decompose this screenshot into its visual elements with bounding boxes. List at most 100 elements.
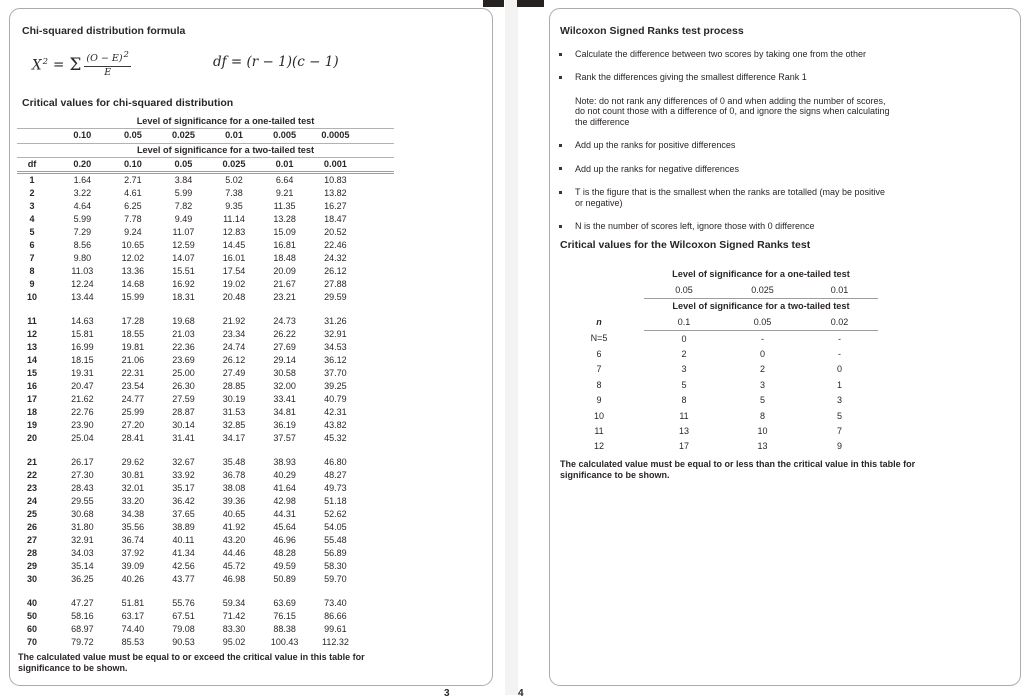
critical-value-cell: 24.32: [324, 253, 347, 264]
one-tailed-label-row: Level of significance for a one-tailed t…: [17, 115, 394, 130]
critical-value-cell: 16.99: [71, 342, 94, 353]
df-cell: 4: [29, 214, 35, 225]
critical-value-cell: 12.59: [172, 240, 195, 251]
critical-value-cell: 73.40: [324, 598, 347, 609]
critical-value-cell: 19.81: [121, 342, 145, 353]
critical-value-cell: 39.36: [222, 496, 246, 507]
level-header: 0.20: [57, 157, 108, 175]
critical-value-cell: 45.32: [324, 433, 347, 444]
critical-value-cell: 33.41: [273, 394, 296, 405]
critical-value-cell: 8.56: [73, 240, 92, 251]
critical-value-cell: 16.92: [172, 279, 195, 290]
critical-value-cell: 30.81: [121, 470, 145, 481]
chi-table-row: 30 36.25 40.26 43.77 46.98 50.89 59.70: [17, 573, 394, 586]
df-cell: 28: [27, 548, 38, 559]
critical-value-cell: 83.30: [222, 624, 246, 635]
df-cell: 1: [29, 175, 35, 186]
critical-value-cell: 4.61: [124, 188, 142, 199]
chi-table-row: 23 28.43 32.01 35.17 38.08 41.64 49.73: [17, 482, 394, 495]
critical-value-cell: 21.06: [121, 355, 145, 366]
critical-value-cell: 32.91: [71, 535, 94, 546]
critical-value-cell: 33.92: [172, 470, 195, 481]
formula-row: X2 = Σ (O − E)2 E df = (r − 1)(c − 1): [32, 47, 472, 79]
critical-value-cell: 59.70: [324, 574, 347, 585]
critical-value-cell: 5.99: [73, 214, 92, 225]
critical-value-cell: 24.74: [222, 342, 246, 353]
chi-squared-formula: X2 = Σ (O − E)2 E: [32, 50, 131, 79]
level-header: 0.05: [107, 128, 159, 144]
bullet-icon: [559, 52, 562, 56]
critical-value-cell: 34.81: [273, 407, 296, 418]
df-cell: 11: [27, 316, 37, 327]
critical-value-cell: 88.38: [273, 624, 296, 635]
critical-value-cell: 74.40: [121, 624, 145, 635]
wilcoxon-table-row: 10 11 8 5: [554, 408, 878, 423]
critical-value-cell: 24.77: [121, 394, 145, 405]
critical-value-cell: 58.16: [71, 611, 94, 622]
critical-value-cell: 26.22: [273, 329, 296, 340]
critical-value-cell: 3.84: [174, 175, 193, 186]
critical-value-cell: 3: [836, 395, 842, 406]
critical-value-cell: 51.18: [324, 496, 347, 507]
df-cell: 24: [27, 496, 38, 507]
critical-value-cell: 31.53: [222, 407, 246, 418]
critical-value-cell: 21.92: [222, 316, 246, 327]
df-cell: 10: [27, 292, 38, 303]
df-cell: 60: [27, 624, 38, 635]
critical-value-cell: 38.89: [172, 522, 195, 533]
df-cell: 20: [27, 433, 38, 444]
critical-value-cell: 37.57: [273, 433, 296, 444]
critical-value-cell: 18.55: [121, 329, 145, 340]
chi-table-row: 29 35.14 39.09 42.56 45.72 49.59 58.30: [17, 560, 394, 573]
one-tailed-label-row: Level of significance for a one-tailed t…: [554, 267, 878, 283]
critical-value-cell: 43.20: [222, 535, 246, 546]
df-cell: 22: [27, 470, 38, 481]
chi-table-row: 25 30.68 34.38 37.65 40.65 44.31 52.62: [17, 508, 394, 521]
chi-table-row: 4 5.99 7.78 9.49 11.14 13.28 18.47: [17, 213, 394, 226]
critical-value-cell: 11.07: [172, 227, 195, 238]
critical-value-cell: 6.64: [275, 175, 294, 186]
page-right: Wilcoxon Signed Ranks test process Calcu…: [549, 8, 1021, 686]
chi-table-row: 6 8.56 10.65 12.59 14.45 16.81 22.46: [17, 239, 394, 252]
critical-value-cell: 1: [836, 379, 842, 390]
critical-value-cell: 28.87: [172, 407, 195, 418]
n-cell: 12: [593, 441, 604, 452]
critical-value-cell: 27.59: [172, 394, 195, 405]
process-item-text: Note: do not rank any differences of 0 a…: [575, 95, 890, 128]
wilcoxon-table-row: 8 5 3 1: [554, 378, 878, 393]
critical-value-cell: 36.12: [324, 355, 347, 366]
critical-value-cell: 21.62: [71, 394, 94, 405]
critical-value-cell: 22.31: [121, 368, 145, 379]
critical-value-cell: 7.38: [225, 188, 243, 199]
row-group-spacer: [17, 445, 394, 456]
critical-value-cell: 37.65: [172, 509, 195, 520]
critical-value-cell: 35.17: [172, 483, 195, 494]
n-cell: 11: [594, 425, 604, 436]
critical-value-cell: 9.21: [275, 188, 294, 199]
critical-value-cell: 0: [759, 348, 765, 359]
critical-value-cell: 27.30: [71, 470, 94, 481]
critical-value-cell: 39.25: [324, 381, 347, 392]
df-cell: 9: [29, 279, 35, 290]
critical-value-cell: 3.22: [73, 188, 92, 199]
critical-value-cell: 41.92: [222, 522, 246, 533]
critical-value-cell: 16.01: [222, 253, 246, 264]
chi-table-row: 13 16.99 19.81 22.36 24.74 27.69 34.53: [17, 341, 394, 354]
process-bullet-item: T is the figure that is the smallest whe…: [559, 187, 989, 209]
critical-value-cell: 58.30: [324, 561, 347, 572]
n-header: n: [596, 317, 602, 328]
critical-value-cell: 63.17: [121, 611, 145, 622]
chi-squared-critical-values-table: Level of significance for a one-tailed t…: [17, 115, 394, 649]
chi-table-row: 40 47.27 51.81 55.76 59.34 63.69 73.40: [17, 597, 394, 610]
critical-value-cell: 85.53: [121, 637, 145, 648]
chi-squared-formula-heading: Chi-squared distribution formula: [22, 25, 186, 37]
critical-value-cell: 23.21: [273, 292, 296, 303]
chi-table-row: 15 19.31 22.31 25.00 27.49 30.58 37.70: [17, 367, 394, 380]
process-note: Note: do not rank any differences of 0 a…: [575, 96, 989, 128]
critical-value-cell: 14.63: [71, 316, 94, 327]
page-gutter: [505, 0, 518, 695]
chi-table-row: 18 22.76 25.99 28.87 31.53 34.81 42.31: [17, 406, 394, 419]
critical-value-cell: 18.31: [172, 292, 195, 303]
critical-value-cell: 8: [681, 395, 687, 406]
critical-value-cell: 16.81: [273, 240, 296, 251]
